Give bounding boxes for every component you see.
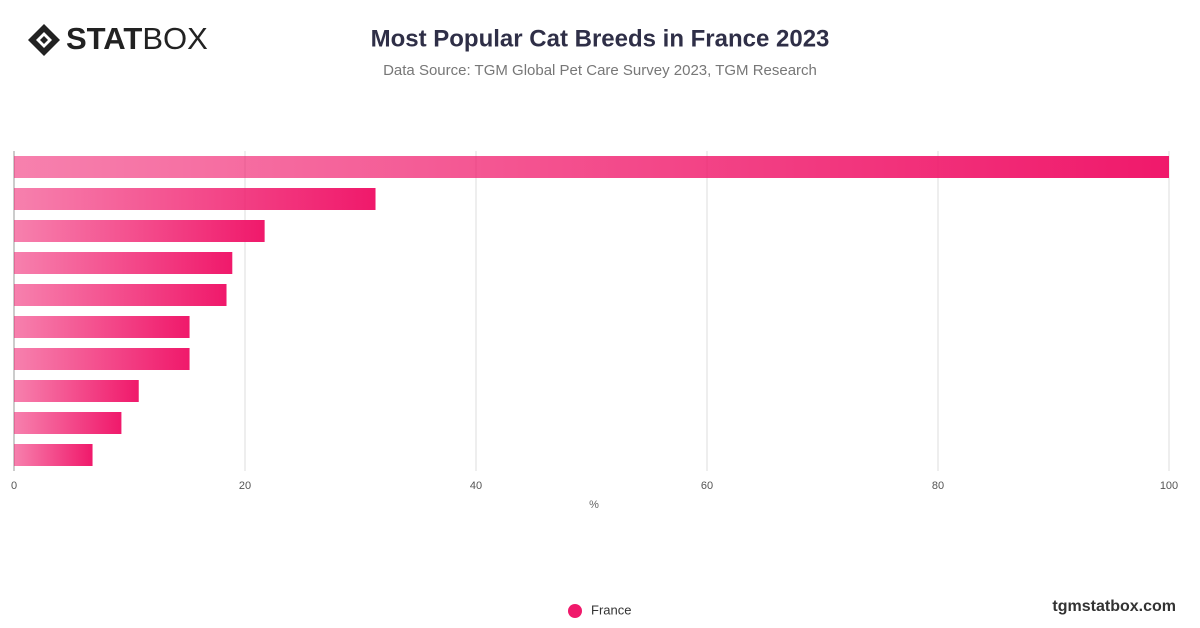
x-tick-label: 60 <box>701 480 713 492</box>
bar <box>14 348 190 370</box>
bar <box>14 156 1169 178</box>
chart-subtitle: Data Source: TGM Global Pet Care Survey … <box>383 62 817 79</box>
chart-title: Most Popular Cat Breeds in France 2023 <box>371 25 830 52</box>
bar <box>14 220 265 242</box>
bar <box>14 188 376 210</box>
bar <box>14 412 122 434</box>
bar <box>14 444 93 466</box>
legend-marker <box>568 604 582 618</box>
logo-text: STATBOX <box>66 21 208 56</box>
footer: tgmstatbox.com <box>1052 598 1176 615</box>
x-tick-label: 100 <box>1160 480 1178 492</box>
bar <box>14 316 190 338</box>
logo-bold: STAT <box>66 21 142 56</box>
logo: STATBOX <box>28 21 208 56</box>
bar <box>14 284 227 306</box>
x-tick-label: 0 <box>11 480 17 492</box>
logo-icon-core <box>40 36 48 44</box>
x-tick-label: 80 <box>932 480 944 492</box>
x-tick-label: 40 <box>470 480 482 492</box>
x-axis-label: % <box>589 499 599 511</box>
logo-light: BOX <box>142 21 208 56</box>
x-tick-label: 20 <box>239 480 251 492</box>
bar <box>14 380 139 402</box>
legend-label: France <box>591 602 631 617</box>
bar <box>14 252 233 274</box>
